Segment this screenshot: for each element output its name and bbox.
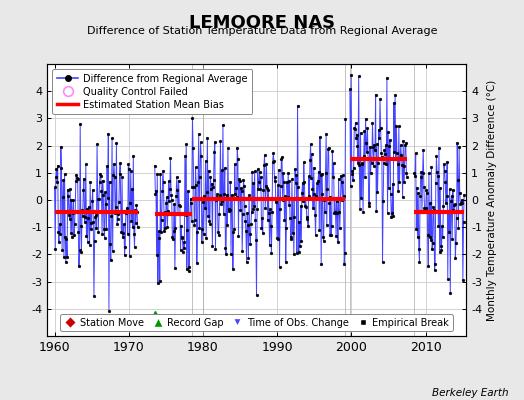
Legend: Station Move, Record Gap, Time of Obs. Change, Empirical Break: Station Move, Record Gap, Time of Obs. C… xyxy=(60,314,453,332)
Text: Berkeley Earth: Berkeley Earth xyxy=(432,388,508,398)
Text: Difference of Station Temperature Data from Regional Average: Difference of Station Temperature Data f… xyxy=(87,26,437,36)
Text: LEMOORE NAS: LEMOORE NAS xyxy=(189,14,335,32)
Y-axis label: Monthly Temperature Anomaly Difference (°C): Monthly Temperature Anomaly Difference (… xyxy=(486,79,497,321)
